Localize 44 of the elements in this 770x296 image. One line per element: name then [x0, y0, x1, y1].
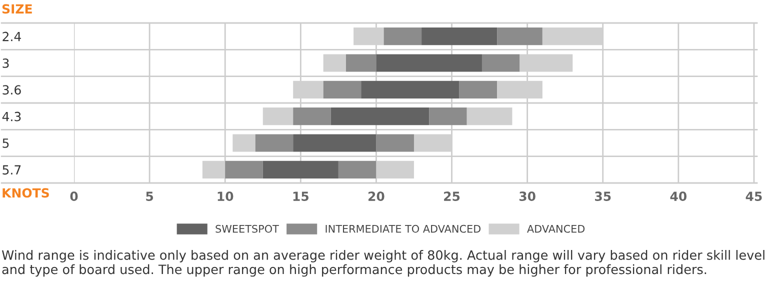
legend-label: INTERMEDIATE TO ADVANCED	[326, 224, 481, 233]
bar	[429, 108, 467, 126]
y-tick-label: 2.4	[2, 32, 21, 42]
bar	[338, 160, 376, 178]
bar	[232, 134, 256, 152]
bar	[323, 80, 362, 98]
y-tick-label: 5.7	[2, 165, 21, 175]
bar	[255, 134, 294, 152]
x-tick-label: 45	[746, 192, 762, 202]
bar	[323, 54, 346, 72]
x-axis-title: KNOTS	[2, 188, 49, 198]
y-tick-label: 3	[2, 58, 9, 68]
bar	[293, 134, 376, 152]
bar	[422, 28, 498, 46]
bar	[262, 108, 294, 126]
x-tick-label: 0	[70, 192, 78, 202]
x-tick-label: 30	[519, 192, 536, 202]
x-tick-label: 20	[368, 192, 384, 202]
text: Wind range is indicative only based on an average rider weight of 80kg. Actual range will vary based on rider skill level and type of board used. The upper range on high performance products may be higher for professional riders.	[2, 250, 764, 277]
legend-label: SWEETSPOT	[216, 224, 279, 233]
x-tick-label: 25	[444, 192, 460, 202]
bar	[262, 160, 338, 178]
x-tick-label: 35	[595, 192, 611, 202]
legend-label: ADVANCED	[527, 224, 585, 233]
y-tick-label: 5	[2, 138, 9, 148]
bar	[346, 54, 376, 72]
x-tick-label: 40	[670, 192, 687, 202]
x-tick-label: 15	[293, 192, 308, 202]
y-axis-title: SIZE	[2, 4, 32, 14]
bar	[225, 160, 263, 178]
bar	[361, 80, 460, 98]
bar	[293, 108, 331, 126]
bar	[466, 108, 512, 126]
x-tick-label: 10	[218, 192, 234, 202]
bar	[376, 54, 482, 72]
y-tick-label: 4.3	[2, 112, 21, 122]
bar	[459, 80, 498, 98]
bar	[384, 28, 422, 46]
bar	[376, 134, 414, 152]
x-tick-label: 5	[146, 192, 154, 202]
bar	[497, 28, 542, 46]
bar	[482, 54, 520, 72]
y-tick-label: 3.6	[2, 85, 21, 95]
bar	[330, 108, 430, 126]
